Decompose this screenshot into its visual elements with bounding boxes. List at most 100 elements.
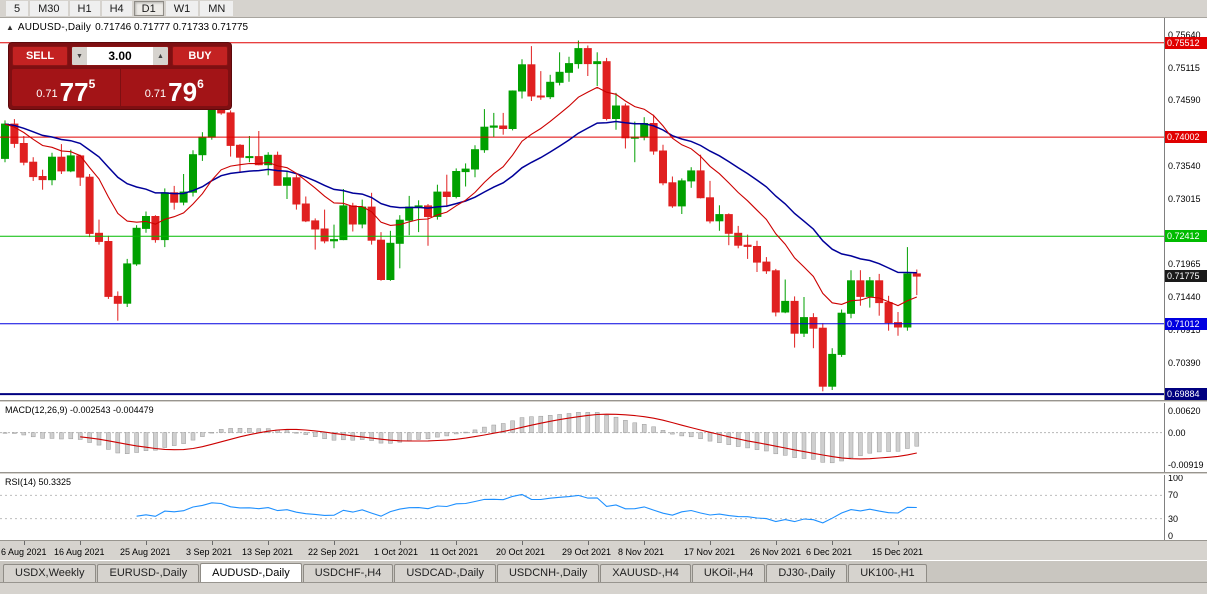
price-axis-label: 0.73540: [1168, 160, 1201, 171]
one-click-trade-panel: SELL ▼ 3.00 ▲ BUY 0.71 77 5 0.71 79 6: [8, 42, 232, 110]
timeframe-button-5[interactable]: 5: [6, 1, 29, 16]
buy-price-pipette: 6: [197, 77, 204, 91]
date-tick: [146, 541, 147, 545]
main-chart-pane[interactable]: ▲ AUDUSD-,Daily 0.71746 0.71777 0.71733 …: [0, 18, 1164, 400]
date-axis-label: 15 Dec 2021: [872, 547, 924, 557]
timeframe-button-w1[interactable]: W1: [165, 1, 199, 16]
macd-axis-label: -0.00919: [1168, 459, 1204, 470]
timeframe-button-d1[interactable]: D1: [133, 1, 164, 16]
price-axis-label: 0.70915: [1168, 324, 1201, 335]
volume-decrease-icon[interactable]: ▼: [72, 47, 87, 65]
chart-tab-dj30-daily[interactable]: DJ30-,Daily: [766, 564, 848, 582]
date-tick: [212, 541, 213, 545]
price-axis-label: 0.75640: [1168, 29, 1201, 40]
price-level-tag: 0.71012: [1165, 317, 1207, 330]
sell-price-big-digits: 77: [59, 77, 89, 107]
date-axis-label: 20 Oct 2021: [496, 547, 546, 557]
date-tick: [400, 541, 401, 545]
date-axis-label: 25 Aug 2021: [120, 547, 171, 557]
date-tick: [644, 541, 645, 545]
buy-price-big-digits: 79: [168, 77, 198, 107]
chart-tab-xauusd-h4[interactable]: XAUUSD-,H4: [600, 564, 691, 582]
price-axis[interactable]: 0.75640 0.75115 0.74590 0.73540 0.73015 0.719…: [1164, 18, 1207, 541]
timeframe-button-h4[interactable]: H4: [101, 1, 132, 16]
date-axis-label: 6 Aug 2021: [1, 547, 47, 557]
chart-tab-usdcad-daily[interactable]: USDCAD-,Daily: [394, 564, 496, 582]
price-axis-label: 0.75115: [1168, 62, 1200, 73]
date-tick: [832, 541, 833, 545]
date-axis-label: 13 Sep 2021: [242, 547, 294, 557]
date-axis[interactable]: 6 Aug 2021 16 Aug 2021 25 Aug 2021 3 Sep 20…: [0, 540, 1207, 560]
date-axis-label: 11 Oct 2021: [430, 547, 479, 557]
buy-price-prefix: 0.71: [144, 88, 167, 100]
date-axis-label: 6 Dec 2021: [806, 547, 853, 557]
chart-tab-eurusd-daily[interactable]: EURUSD-,Daily: [97, 564, 200, 582]
rsi-axis-label: 30: [1168, 513, 1179, 524]
date-axis-label: 26 Nov 2021: [750, 547, 802, 557]
price-axis-label: 0.73015: [1168, 193, 1201, 204]
price-axis-label: 0.71440: [1168, 292, 1201, 302]
chart-icon: ▲: [6, 22, 14, 32]
sell-price-pipette: 5: [88, 77, 96, 91]
date-axis-label: 17 Nov 2021: [684, 547, 736, 557]
rsi-plot: [0, 475, 1164, 545]
date-tick: [24, 541, 25, 545]
pane-divider[interactable]: [0, 472, 1207, 475]
date-tick: [710, 541, 711, 545]
rsi-axis-label: 100: [1168, 473, 1184, 483]
rsi-axis-label: 70: [1168, 490, 1179, 501]
candlestick-plot[interactable]: [0, 18, 1164, 400]
macd-pane[interactable]: MACD(12,26,9) -0.002543 -0.004479: [0, 403, 1164, 472]
date-axis-label: 8 Nov 2021: [618, 547, 665, 557]
chart-tab-uk100-h1[interactable]: UK100-,H1: [848, 564, 927, 582]
date-axis-label: 16 Aug 2021: [54, 547, 105, 557]
chart-tab-audusd-daily[interactable]: AUDUSD-,Daily: [200, 563, 302, 582]
current-price-tag: 0.71775: [1165, 270, 1207, 283]
pane-divider[interactable]: [0, 400, 1207, 403]
sell-price-prefix: 0.71: [36, 88, 58, 100]
macd-axis-label: 0.00620: [1168, 405, 1201, 416]
price-level-tag: 0.74002: [1165, 131, 1207, 144]
chart-tab-usdx-weekly[interactable]: USDX,Weekly: [3, 564, 97, 582]
date-tick: [898, 541, 899, 545]
chart-symbol-label: AUDUSD-,Daily: [17, 22, 92, 33]
date-axis-label: 29 Oct 2021: [562, 547, 612, 557]
date-tick: [334, 541, 335, 545]
price-axis-label: 0.70390: [1168, 357, 1201, 368]
price-level-tag: 0.72412: [1165, 230, 1207, 243]
timeframe-toolbar: 5 M30 H1 H4 D1 W1 MN: [0, 0, 1207, 18]
volume-field[interactable]: 3.00: [87, 47, 153, 65]
buy-price-display[interactable]: 0.71 79 6: [120, 69, 228, 107]
price-axis-label: 0.74590: [1168, 95, 1201, 106]
timeframe-button-mn[interactable]: MN: [200, 1, 234, 16]
date-tick: [776, 541, 777, 545]
sell-price-display[interactable]: 0.71 77 5: [12, 69, 121, 106]
chart-tab-usdchf-h4[interactable]: USDCHF-,H4: [302, 564, 394, 582]
chart-title: ▲ AUDUSD-,Daily 0.71746 0.71777 0.71733 …: [6, 22, 248, 33]
date-axis-label: 1 Oct 2021: [374, 547, 419, 557]
rsi-axis-label: 0: [1168, 531, 1174, 541]
sell-button[interactable]: SELL: [12, 46, 68, 66]
chart-tab-ukoil-h4[interactable]: UKOil-,H4: [691, 564, 766, 582]
rsi-pane[interactable]: RSI(14) 50.3325: [0, 475, 1164, 540]
date-axis-label: 3 Sep 2021: [186, 547, 233, 557]
price-level-tag: 0.69884: [1165, 388, 1207, 401]
chart-tab-bar: USDX,Weekly EURUSD-,Daily AUDUSD-,Daily USD…: [0, 560, 1207, 582]
date-tick: [268, 541, 269, 545]
macd-label: MACD(12,26,9) -0.002543 -0.004479: [5, 405, 154, 415]
volume-increase-icon[interactable]: ▲: [153, 47, 168, 65]
timeframe-button-h1[interactable]: H1: [69, 1, 100, 16]
price-axis-label: 0.71965: [1168, 259, 1201, 270]
date-tick: [80, 541, 81, 545]
timeframe-button-m30[interactable]: M30: [30, 1, 68, 16]
date-axis-label: 22 Sep 2021: [308, 547, 360, 557]
price-level-tag: 0.75512: [1165, 36, 1207, 49]
volume-stepper: ▼ 3.00 ▲: [71, 46, 169, 66]
buy-button[interactable]: BUY: [172, 46, 228, 66]
chart-tab-usdcnh-daily[interactable]: USDCNH-,Daily: [496, 564, 600, 582]
date-tick: [588, 541, 589, 545]
rsi-label: RSI(14) 50.3325: [5, 477, 72, 487]
date-tick: [456, 541, 457, 545]
macd-plot: [0, 403, 1164, 477]
